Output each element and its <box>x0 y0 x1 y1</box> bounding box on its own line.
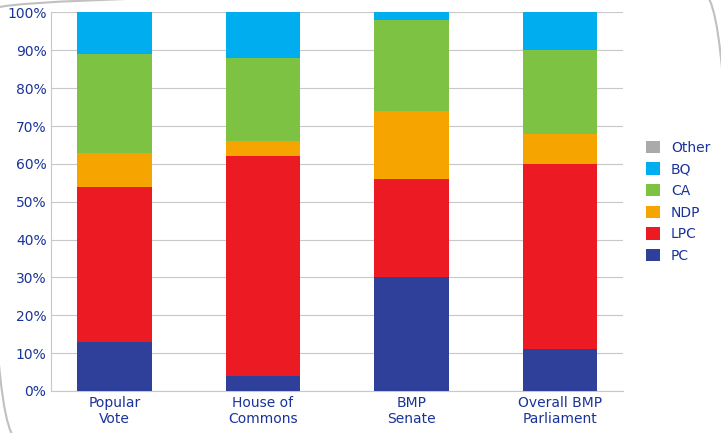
Bar <box>226 156 300 376</box>
Bar <box>523 133 597 164</box>
Bar <box>523 349 597 391</box>
Bar <box>226 13 300 58</box>
Bar <box>374 9 448 13</box>
Bar <box>226 141 300 156</box>
Bar <box>523 13 597 50</box>
Bar <box>374 13 448 20</box>
Bar <box>523 164 597 349</box>
Bar <box>77 187 151 342</box>
Bar <box>226 376 300 391</box>
Bar <box>226 58 300 141</box>
Bar <box>77 342 151 391</box>
Bar <box>374 179 448 278</box>
Bar <box>374 20 448 111</box>
Bar <box>523 50 597 133</box>
Bar <box>77 54 151 152</box>
Bar <box>77 13 151 54</box>
Bar <box>374 111 448 179</box>
Bar <box>77 152 151 187</box>
Bar <box>374 278 448 391</box>
Legend: Other, BQ, CA, NDP, LPC, PC: Other, BQ, CA, NDP, LPC, PC <box>642 136 715 267</box>
